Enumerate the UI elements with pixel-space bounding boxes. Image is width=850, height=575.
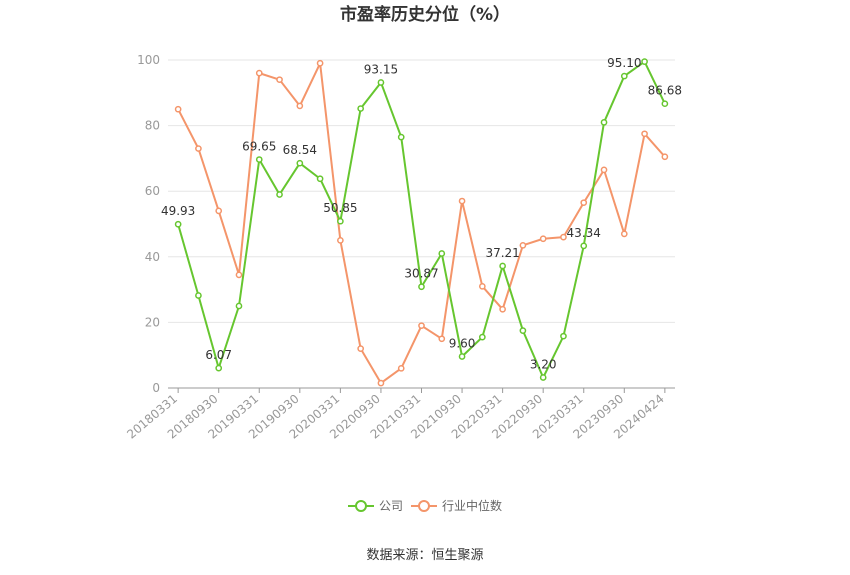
data-point[interactable] bbox=[519, 241, 527, 249]
data-point[interactable] bbox=[235, 302, 243, 310]
grid-lines bbox=[168, 59, 675, 323]
data-point[interactable] bbox=[337, 217, 344, 225]
data-label: 49.93 bbox=[161, 204, 195, 218]
data-point[interactable] bbox=[255, 156, 263, 163]
data-point[interactable] bbox=[418, 283, 425, 291]
data-point[interactable] bbox=[296, 159, 304, 167]
data-point[interactable] bbox=[580, 242, 588, 250]
data-point[interactable] bbox=[438, 250, 446, 257]
data-label: 3.20 bbox=[530, 358, 557, 372]
data-point[interactable] bbox=[276, 191, 283, 198]
y-tick-label: 80 bbox=[145, 119, 160, 133]
source-note: 数据来源：恒生聚源 bbox=[366, 548, 483, 563]
data-label: 6.07 bbox=[205, 348, 232, 362]
y-tick-label: 40 bbox=[145, 250, 160, 264]
data-label: 93.15 bbox=[364, 62, 398, 76]
data-point[interactable] bbox=[397, 364, 405, 372]
data-point[interactable] bbox=[215, 207, 223, 215]
data-label: 9.60 bbox=[449, 337, 476, 351]
data-point[interactable] bbox=[377, 379, 385, 387]
data-point[interactable] bbox=[357, 345, 365, 352]
data-point[interactable] bbox=[539, 374, 547, 381]
data-label: 86.68 bbox=[648, 84, 682, 98]
axes: 0204060801002018033120180930201903312019… bbox=[124, 53, 675, 442]
data-point[interactable] bbox=[235, 271, 243, 279]
data-point[interactable] bbox=[600, 166, 608, 174]
data-labels: 49.93 6.07 69.65 68.54 50.85 93.15 30.87 9.60 37… bbox=[161, 56, 682, 371]
series-line-0 bbox=[177, 60, 666, 379]
data-label: 43.34 bbox=[567, 226, 601, 240]
data-point[interactable] bbox=[418, 322, 425, 330]
data-point[interactable] bbox=[620, 230, 628, 238]
data-point[interactable] bbox=[296, 102, 304, 110]
legend[interactable]: 公司 行业中位数 bbox=[348, 498, 502, 513]
data-point[interactable] bbox=[519, 327, 527, 334]
data-point[interactable] bbox=[397, 133, 405, 141]
data-point[interactable] bbox=[458, 353, 466, 360]
data-point[interactable] bbox=[641, 130, 648, 138]
legend-label: 公司 bbox=[379, 499, 403, 513]
data-point[interactable] bbox=[316, 59, 324, 67]
data-point[interactable] bbox=[255, 69, 263, 77]
y-tick-label: 0 bbox=[152, 381, 160, 395]
data-point[interactable] bbox=[174, 105, 182, 113]
data-point[interactable] bbox=[458, 197, 466, 205]
legend-swatch-marker bbox=[418, 500, 430, 512]
data-point[interactable] bbox=[316, 175, 324, 183]
y-tick-label: 100 bbox=[137, 53, 160, 67]
data-label: 69.65 bbox=[242, 140, 276, 154]
data-point[interactable] bbox=[580, 199, 588, 207]
y-tick-label: 20 bbox=[145, 315, 160, 329]
data-point[interactable] bbox=[195, 292, 202, 299]
chart-title: 市盈率历史分位（%） bbox=[340, 4, 510, 25]
data-point[interactable] bbox=[215, 364, 223, 372]
legend-item-1[interactable]: 行业中位数 bbox=[411, 498, 502, 513]
data-point[interactable] bbox=[641, 58, 648, 65]
data-label: 50.85 bbox=[323, 201, 357, 215]
data-point[interactable] bbox=[478, 333, 486, 341]
data-label: 30.87 bbox=[404, 267, 438, 281]
data-point[interactable] bbox=[499, 305, 506, 313]
data-point[interactable] bbox=[478, 282, 486, 290]
data-point[interactable] bbox=[600, 118, 608, 126]
data-point[interactable] bbox=[560, 332, 567, 340]
series-layer bbox=[174, 58, 669, 387]
data-point[interactable] bbox=[438, 335, 446, 343]
legend-item-0[interactable]: 公司 bbox=[348, 499, 403, 513]
data-point[interactable] bbox=[499, 262, 506, 270]
data-point[interactable] bbox=[276, 76, 283, 84]
data-point[interactable] bbox=[195, 145, 202, 152]
data-point[interactable] bbox=[377, 79, 385, 86]
data-point[interactable] bbox=[661, 100, 669, 108]
data-point[interactable] bbox=[620, 72, 628, 80]
data-point[interactable] bbox=[539, 235, 547, 243]
data-point[interactable] bbox=[357, 105, 365, 112]
y-tick-label: 60 bbox=[145, 184, 160, 198]
legend-label: 行业中位数 bbox=[442, 498, 502, 513]
data-label: 68.54 bbox=[283, 143, 317, 157]
data-point[interactable] bbox=[174, 220, 182, 228]
data-label: 37.21 bbox=[485, 246, 519, 260]
data-point[interactable] bbox=[337, 237, 344, 244]
data-point[interactable] bbox=[560, 233, 567, 241]
data-point[interactable] bbox=[661, 153, 669, 161]
legend-swatch-marker bbox=[355, 500, 367, 512]
data-label: 95.10 bbox=[607, 56, 641, 70]
